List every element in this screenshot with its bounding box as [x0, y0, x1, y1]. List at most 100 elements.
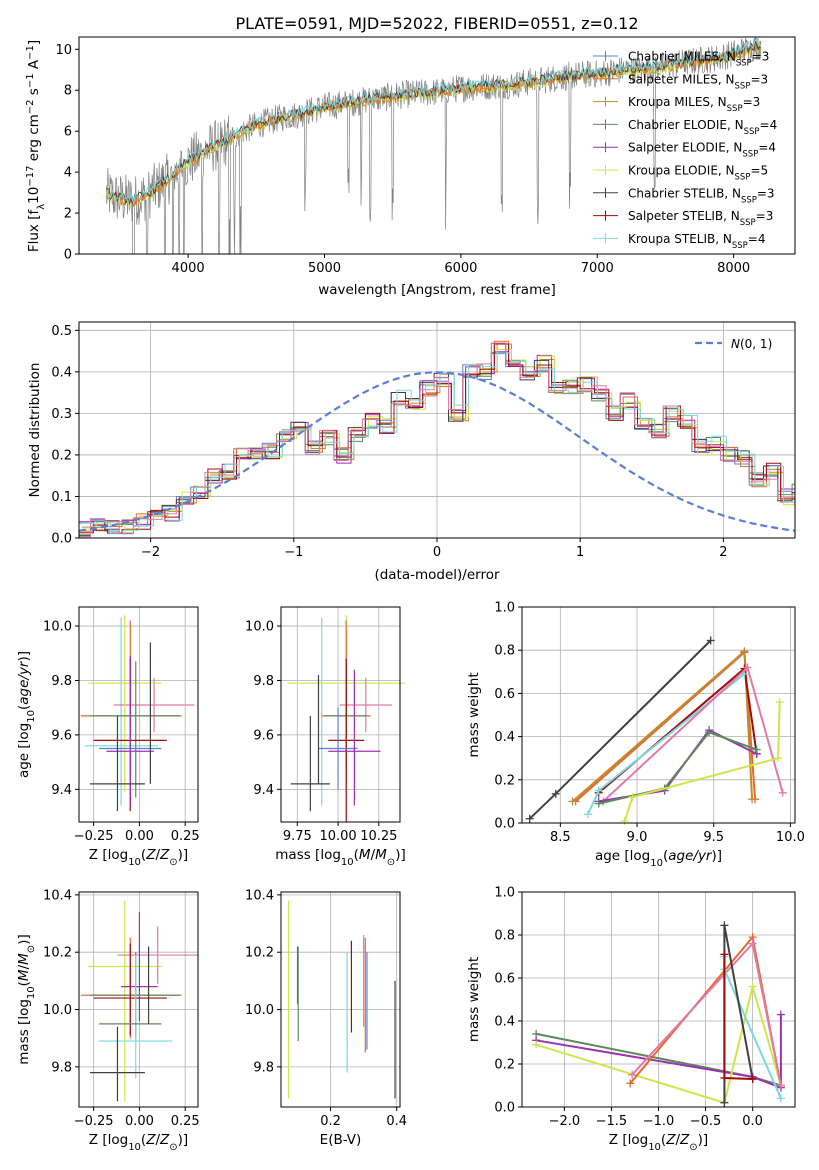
residual-histogram	[81, 352, 795, 535]
legend-sub: SSP	[744, 127, 760, 137]
label-part: (data-model)/error	[374, 567, 500, 583]
label-part: ⊙	[169, 1142, 177, 1153]
x-tick-label: −2	[141, 545, 160, 560]
y-tick-label: 10	[55, 43, 72, 58]
gaussian-legend-label: N(0, 1)	[731, 337, 772, 351]
label-part: −1	[25, 45, 36, 60]
x-tick-label: 0.25	[171, 1114, 200, 1129]
grid-age-vs-Z	[79, 607, 198, 822]
x-tick-label: 0	[433, 545, 441, 560]
label-part: M	[375, 847, 387, 863]
label-part: age [log	[595, 848, 650, 864]
gaussian-N: N	[731, 337, 740, 351]
y-tick-label: 0.0	[494, 1101, 515, 1116]
x-axis-label: Z [log10(Z/Z⊙)]	[609, 1132, 708, 1153]
x-tick-label: 0.00	[125, 1114, 154, 1129]
legend-count: =4	[758, 141, 776, 155]
y-tick-label: 10.4	[245, 888, 274, 903]
axes-frame	[78, 606, 199, 823]
y-tick-label: 0.2	[494, 1058, 515, 1073]
label-part: Normed distribution	[27, 363, 43, 498]
label-part: M	[16, 953, 32, 965]
residual-histogram	[79, 351, 795, 526]
label-part: /	[371, 847, 376, 863]
label-part: (	[141, 847, 146, 863]
legend-name: Kroupa MILES, N	[628, 95, 727, 109]
label-part: Z [log	[89, 847, 128, 863]
mass-weight-massweight-vs-Z	[532, 921, 785, 1107]
label-part: (	[141, 1132, 146, 1148]
y-tick-label: 9.6	[51, 728, 72, 743]
label-part: mass [log	[275, 847, 341, 863]
label-part: (	[663, 848, 668, 864]
label-part: age/yr	[668, 848, 713, 864]
label-part: mass [log	[16, 999, 32, 1065]
y-tick-label: 0.6	[494, 972, 515, 987]
label-part: Z	[145, 847, 156, 863]
x-tick-label: 0.00	[125, 829, 154, 844]
model-spectrum	[105, 38, 762, 206]
plot-area-massweight-vs-Z	[532, 921, 785, 1107]
x-tick-label: 2	[719, 545, 727, 560]
y-tick-label: 10.4	[43, 888, 72, 903]
y-axis-label: age [log10(age/yr)]	[16, 651, 37, 778]
axes-frame	[280, 606, 401, 823]
y-tick-label: 0	[64, 248, 72, 263]
y-tick-label: 0.4	[494, 1015, 515, 1030]
errorbars-age-vs-Z	[80, 615, 195, 812]
axes-frame	[78, 891, 199, 1108]
label-part: age [log	[16, 723, 32, 778]
figure-title: PLATE=0591, MJD=52022, FIBERID=0551, z=0…	[235, 14, 638, 33]
legend-label: Chabrier STELIB, NSSP=3	[628, 186, 775, 205]
x-tick-label: 10.25	[360, 829, 397, 844]
label-part: Z	[145, 1132, 156, 1148]
y-tick-label: 10.2	[245, 946, 274, 961]
mass-weight-line	[623, 701, 781, 822]
y-tick-label: 10.0	[43, 620, 72, 635]
axes-age-vs-Z: −0.25 0.00 0.259.49.69.810.0Z [log10(Z/Z⊙)…	[16, 606, 200, 868]
label-part: 10	[26, 986, 37, 999]
y-axis-label: mass weight	[466, 957, 482, 1042]
y-axis-label: mass [log10(M/M⊙)]	[16, 934, 37, 1064]
y-tick-label: 9.4	[253, 783, 274, 798]
y-axis-label: mass weight	[466, 672, 482, 757]
label-part: 10	[128, 1142, 141, 1153]
mass-weight-massweight-vs-age	[525, 636, 787, 825]
x-tick-label: 0.0	[742, 1114, 763, 1129]
mass-weight-line	[529, 639, 712, 820]
x-tick-label: 6000	[444, 261, 477, 276]
x-axis-label: E(B-V)	[320, 1132, 362, 1148]
x-tick-label: 10.0	[776, 830, 805, 845]
label-part: Z [log	[89, 1132, 128, 1148]
y-tick-label: 10.2	[43, 946, 72, 961]
y-tick-label: 9.8	[253, 1060, 274, 1075]
y-tick-label: 0.0	[494, 817, 515, 832]
label-part: )]	[16, 651, 32, 662]
label-part: M	[16, 969, 32, 981]
spectrum-lines	[105, 37, 762, 254]
legend-label: Kroupa MILES, NSSP=3	[628, 95, 760, 114]
y-tick-label: 9.8	[51, 1060, 72, 1075]
plot-area-age-vs-Z	[80, 615, 195, 812]
label-part: M	[359, 847, 371, 863]
mass-weight-line	[598, 731, 758, 805]
axes-spectrum: 4000 5000 6000 7000 8000 0 2 4 6 8 10 wavelength [A…	[25, 36, 796, 298]
gaussian-args: (0, 1)	[740, 337, 772, 351]
legend-sub: SSP	[735, 173, 751, 183]
errorbars-mass-vs-EBV	[288, 900, 396, 1099]
label-part: −2	[25, 99, 36, 114]
x-tick-label: 5000	[308, 261, 341, 276]
label-part: −17	[25, 166, 36, 187]
x-axis-label: age [log10(age/yr)]	[595, 848, 722, 869]
plot-area-age-vs-mass	[287, 615, 405, 822]
label-part: Z	[679, 1132, 690, 1148]
y-tick-label: 9.8	[51, 674, 72, 689]
y-tick-label: 4	[64, 166, 72, 181]
label-part: 10	[650, 858, 663, 869]
axes-massweight-vs-age: 8.5 9.0 9.5 10.0 0.0 0.2 0.4 0.6 0.8 1.0 age [log1…	[466, 601, 805, 869]
y-tick-label: 0.2	[51, 448, 72, 463]
legend-sub: SSP	[742, 150, 758, 160]
